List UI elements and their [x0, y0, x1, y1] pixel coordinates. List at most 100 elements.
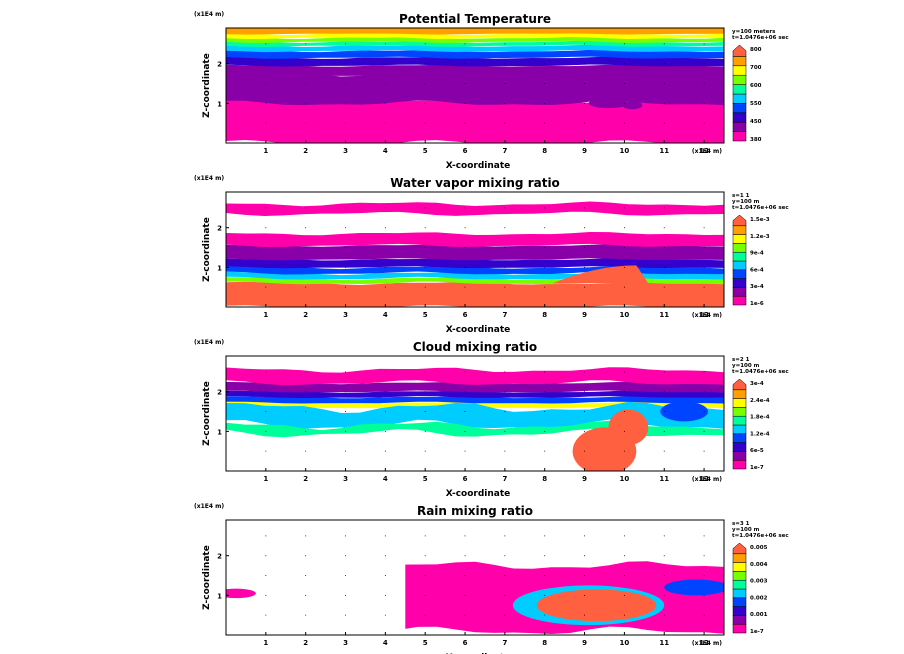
vapor-moist-layer [226, 281, 724, 307]
legend-swatch [732, 56, 747, 67]
grid-dot [464, 122, 466, 124]
grid-dot [663, 391, 665, 393]
panel-4: Rain mixing ratio(x1E4 m)X-coordinate(x1… [194, 503, 789, 654]
legend-label: 0.005 [750, 545, 768, 551]
x-tick-label: 7 [502, 311, 507, 319]
legend-swatch [732, 225, 747, 235]
grid-dot [584, 43, 586, 45]
x-tick-label: 12 [699, 147, 709, 155]
legend-swatch [732, 84, 747, 95]
x-tick-label: 2 [303, 147, 308, 155]
grid-dots [265, 207, 705, 288]
legend-label: 0.003 [750, 579, 768, 585]
chart-title: Cloud mixing ratio [413, 340, 537, 354]
grid-dot [305, 83, 307, 85]
grid-dot [504, 555, 506, 557]
vapor-band [226, 265, 724, 275]
x-tick-label: 9 [582, 147, 587, 155]
grid-dot [663, 266, 665, 268]
legend-label: 1e-7 [750, 629, 764, 635]
x-tick-label: 3 [343, 639, 348, 647]
grid-dots [265, 43, 705, 124]
theta-eddy [622, 101, 643, 110]
vapor-band [226, 258, 724, 269]
grid-dot [504, 535, 506, 537]
grid-dot [265, 227, 267, 229]
grid-dot [384, 247, 386, 249]
x-tick-label: 5 [423, 639, 428, 647]
x-tick-label: 2 [303, 639, 308, 647]
x-tick-label: 6 [463, 147, 468, 155]
x-scale-label: (x1E4 m) [692, 640, 722, 647]
grid-dot [544, 122, 546, 124]
x-tick-label: 12 [699, 475, 709, 483]
grid-dot [584, 575, 586, 577]
grid-dot [584, 247, 586, 249]
grid-dot [504, 43, 506, 45]
legend-swatch [732, 243, 747, 253]
grid-dot [504, 391, 506, 393]
grid-dot [663, 575, 665, 577]
legend-swatch [732, 571, 747, 581]
grid-dot [265, 83, 267, 85]
x-tick-label: 12 [699, 311, 709, 319]
x-tick-label: 7 [502, 475, 507, 483]
grid-dot [345, 411, 347, 413]
grid-dot [584, 555, 586, 557]
info-line: t=1.0476e+06 sec [732, 369, 789, 375]
grid-dot [623, 535, 625, 537]
grid-dot [464, 411, 466, 413]
legend-swatch [732, 615, 747, 625]
grid-dot [384, 63, 386, 65]
grid-dot [544, 391, 546, 393]
cloud-band [226, 390, 724, 398]
legend-swatch [732, 398, 747, 408]
grid-dot [265, 247, 267, 249]
grid-dot [424, 430, 426, 432]
chart-title: Rain mixing ratio [417, 504, 533, 518]
grid-dot [584, 227, 586, 229]
plot-frame [225, 27, 725, 144]
grid-dot [464, 266, 466, 268]
grid-dot [345, 102, 347, 104]
grid-dot [345, 555, 347, 557]
grid-dot [265, 555, 267, 557]
cloud-band [226, 381, 724, 393]
plot-frame [225, 191, 725, 308]
grid-dot [663, 594, 665, 596]
x-tick-label: 9 [582, 475, 587, 483]
x-tick-label: 1 [263, 147, 268, 155]
x-tick-label: 10 [620, 147, 630, 155]
grid-dot [464, 594, 466, 596]
x-tick-label: 9 [582, 311, 587, 319]
grid-dot [424, 63, 426, 65]
grid-dot [663, 430, 665, 432]
grid-dot [504, 122, 506, 124]
y-scale-label: (x1E4 m) [194, 339, 224, 346]
legend-swatch [732, 606, 747, 616]
x-tick-label: 10 [620, 311, 630, 319]
grid-dot [265, 535, 267, 537]
rain-free-zone [226, 520, 406, 635]
grid-dot [384, 371, 386, 373]
x-tick-label: 5 [423, 147, 428, 155]
grid-dot [584, 122, 586, 124]
legend-label: 1.5e-3 [750, 217, 770, 223]
grid-dot [663, 122, 665, 124]
grid-dot [703, 83, 705, 85]
grid-dot [345, 450, 347, 452]
grid-dot [584, 535, 586, 537]
x-tick-label: 11 [659, 475, 669, 483]
legend-label: 1e-6 [750, 301, 764, 307]
legend-label: 800 [750, 47, 762, 53]
grid-dot [504, 411, 506, 413]
grid-dot [544, 102, 546, 104]
chart-title: Potential Temperature [399, 12, 551, 26]
grid-dot [504, 594, 506, 596]
legend-label: 6e-5 [750, 448, 764, 454]
legend-swatch [732, 260, 747, 271]
legend-swatch [732, 295, 747, 306]
grid-dot [424, 575, 426, 577]
grid-dot [623, 83, 625, 85]
